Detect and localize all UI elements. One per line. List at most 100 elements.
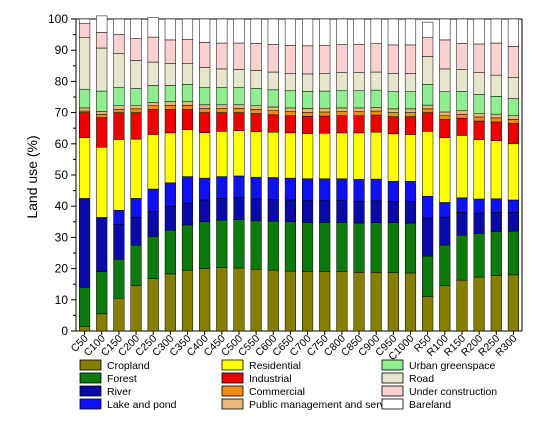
y-tick-label: 80 [55,74,69,88]
bar-segment-c350-9 [181,63,194,85]
bar-segment-c750-10 [319,44,331,74]
bar-segment-c950-0 [387,272,399,332]
bar-segment-r50-0 [422,296,434,332]
bar-segment-c250-2 [147,211,159,237]
bar-segment-c500-11 [233,18,245,44]
bar-segment-c450-4 [216,131,228,177]
bar-segment-c400-0 [199,268,211,332]
bar-segment-c300-0 [164,273,176,332]
bar-segment-c650-4 [284,132,296,179]
plot-frame [75,18,523,332]
legend-item: Road [381,372,434,385]
bar-segment-c100-10 [96,32,108,49]
bar-segment-r50-8 [422,84,434,106]
bar-segment-c300-6 [164,105,176,110]
bar-segment-r250-1 [490,231,502,276]
bar-segment-c950-9 [387,73,399,92]
bar-segment-r250-0 [490,275,502,332]
bar-segment-c600-8 [267,89,279,108]
bar-segment-c50-2 [79,198,91,288]
bar-segment-r250-2 [490,212,502,233]
bar-segment-r200-7 [473,112,485,118]
legend-item: Commercial [221,385,305,398]
legend-label: Cropland [107,360,150,372]
bar-segment-r300-7 [507,115,519,120]
bar-segment-c850-1 [353,222,365,273]
legend-swatch [79,398,102,410]
plot-border [75,18,523,332]
bar-segment-c150-9 [113,53,125,88]
legend-swatch [79,359,102,371]
legend-label: Forest [107,373,137,385]
bar-segment-c250-6 [147,105,159,110]
bar-segment-c550-2 [250,198,262,222]
bar-segment-c450-0 [216,267,228,332]
bar-segment-c50-4 [79,137,91,199]
bar-segment-c800-9 [336,72,348,92]
bar-segment-r300-6 [507,119,519,124]
bar-segment-r300-0 [507,274,519,332]
bar-segment-c400-10 [199,42,211,68]
bar-segment-c550-6 [250,109,262,114]
bar-segment-r250-5 [490,121,502,141]
bar-segment-r200-10 [473,43,485,73]
bar-segment-r100-0 [439,285,451,332]
bar-segment-c150-11 [113,18,125,35]
bar-segment-c850-5 [353,115,365,134]
bar-segment-c950-2 [387,201,399,223]
bar-segment-c650-3 [284,177,296,201]
y-tick-label: 90 [55,43,69,57]
bar-segment-r150-7 [456,110,468,115]
bar-segment-c850-6 [353,111,365,116]
bar-segment-c950-4 [387,133,399,182]
legend-label: Bareland [409,399,451,411]
bar-segment-c900-10 [370,43,382,73]
bar-segment-c900-9 [370,71,382,91]
bar-segment-r250-4 [490,140,502,199]
legend-item: Urban greenspace [381,359,496,372]
bar-segment-c600-7 [267,106,279,111]
bar-segment-c700-5 [302,116,314,134]
bar-segment-c250-8 [147,85,159,103]
bar-segment-c650-11 [284,18,296,46]
bar-segment-c350-4 [181,129,194,177]
bar-segment-r200-2 [473,212,485,234]
bar-segment-r300-4 [507,143,519,201]
bar-segment-r100-4 [439,137,451,203]
bar-segment-c1000-3 [404,180,417,202]
bar-segment-c600-0 [267,269,279,332]
bar-segment-c950-7 [387,108,399,113]
bar-segment-c850-0 [353,272,365,332]
bar-segment-c700-11 [302,18,314,47]
bar-segment-c100-9 [96,47,108,92]
bar-segment-c200-0 [130,285,142,332]
bar-segment-r200-5 [473,120,485,140]
bar-segment-c800-3 [336,178,348,201]
bar-segment-c850-4 [353,132,365,180]
bar-segment-c900-2 [370,200,382,223]
bar-segment-c500-2 [233,197,245,220]
bar-segment-r150-5 [456,117,468,136]
legend-label: Under construction [409,386,497,398]
bar-segment-r50-4 [422,131,434,197]
y-tick-label: 60 [55,137,69,151]
bar-segment-c1000-6 [404,112,417,117]
bar-segment-c100-6 [96,114,108,118]
bar-segment-c300-2 [164,205,176,231]
bar-segment-c450-8 [216,87,228,106]
bar-segment-c900-5 [370,114,382,133]
bar-segment-r50-11 [422,21,434,38]
bar-segment-c900-7 [370,107,382,112]
bar-segment-c100-5 [96,117,108,148]
bar-segment-c750-0 [319,271,331,332]
bar-segment-c600-5 [267,114,279,133]
bar-segment-c550-1 [250,220,262,270]
bar-segment-c1000-5 [404,116,417,135]
bar-segment-c750-5 [319,115,331,134]
bar-segment-c150-4 [113,139,125,211]
bar-segment-c450-10 [216,42,228,70]
bar-segment-c800-10 [336,44,348,73]
bar-segment-r300-10 [507,46,519,78]
legend-swatch [79,385,102,397]
